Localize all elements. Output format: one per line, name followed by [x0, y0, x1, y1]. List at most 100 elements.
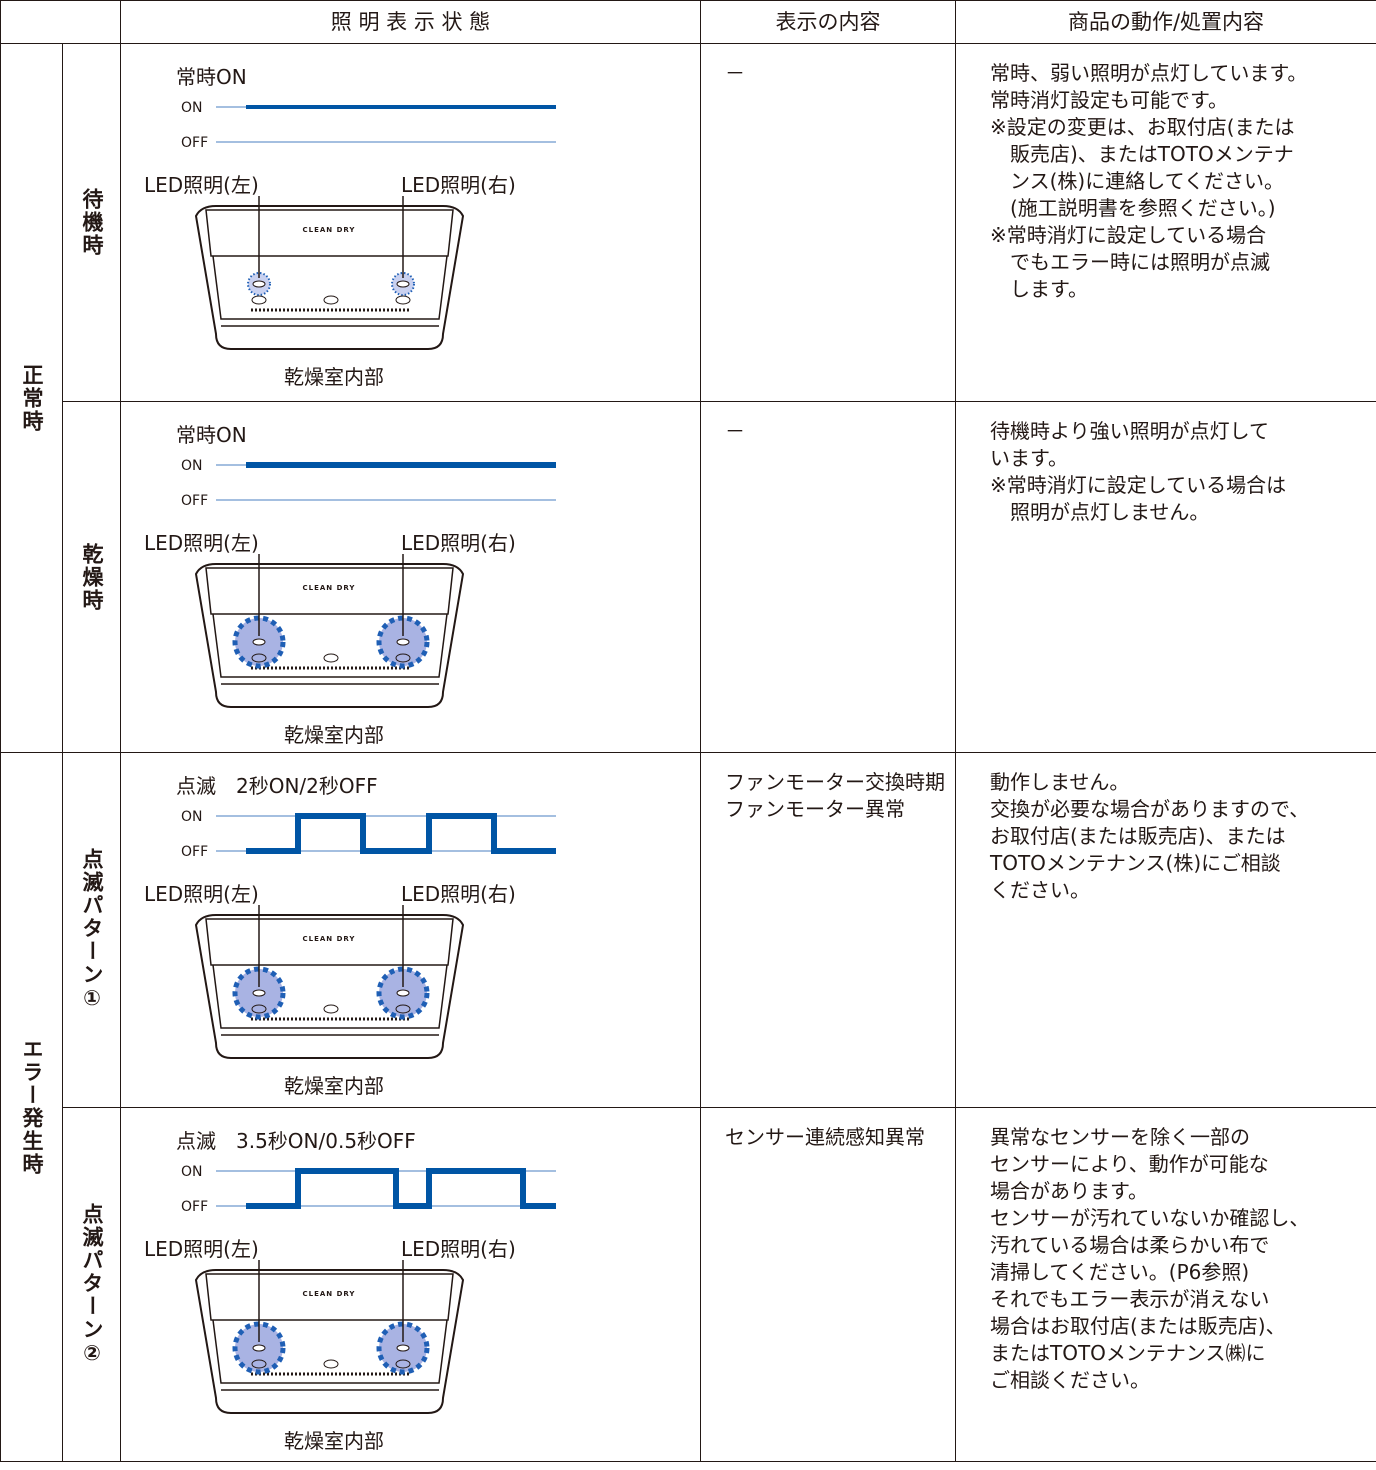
action-line: ※常時消灯に設定している場合 [990, 223, 1267, 247]
led-right-label: LED照明(右) [401, 1237, 516, 1261]
off-label: OFF [181, 1199, 208, 1215]
table-row: 点滅パターン② 点滅 3.5秒ON/0.5秒OFF ON OFF LED照明(左) LED… [1, 1107, 1376, 1462]
action-line: お取付店(または販売店)、または [990, 824, 1286, 848]
device-top [205, 567, 454, 615]
display-line: ファンモーター異常 [725, 797, 905, 821]
action-line: でもエラー時には照明が点滅 [1010, 250, 1270, 274]
display-line: ファンモーター交換時期 [725, 770, 945, 794]
display-cell: － [700, 43, 956, 402]
pattern-title: 常時ON [176, 423, 247, 447]
table-row: 正常時 待機時 常時ON ON OFF LED照明(左) LED照明(右) CLEAN DRY… [0, 43, 1376, 753]
device-outline [194, 563, 465, 708]
led-left-label: LED照明(左) [144, 882, 259, 906]
row-label: 点滅パターン② [80, 1202, 104, 1367]
action-line: またはTOTOメンテナンス㈱に [990, 1341, 1266, 1365]
led [396, 638, 410, 646]
device-inner [212, 613, 448, 678]
pattern-title: 点滅 3.5秒ON/0.5秒OFF [176, 1129, 416, 1153]
off-label: OFF [181, 135, 208, 151]
action-line: 異常なセンサーを除く一部の [990, 1125, 1250, 1149]
caption: 乾燥室内部 [284, 723, 384, 747]
on-label: ON [181, 809, 203, 825]
led-lower [395, 295, 411, 305]
action-line: ※常時消灯に設定している場合は [990, 473, 1287, 497]
group-cell: エラー発生時 [0, 752, 63, 1462]
device-hole [323, 1004, 339, 1014]
led [396, 280, 410, 288]
illustration-cell: 常時ON ON OFF LED照明(左) LED照明(右) CLEAN DRY 乾燥室内部 [120, 401, 701, 753]
action-cell: 常時、弱い照明が点灯しています。 常時消灯設定も可能です。 ※設定の変更は、お取付店… [955, 43, 1376, 402]
caption: 乾燥室内部 [284, 1429, 384, 1453]
led-right-label: LED照明(右) [401, 882, 516, 906]
device-outline [194, 1269, 465, 1414]
row-label: 待機時 [80, 188, 104, 257]
action-cell: 待機時より強い照明が点灯して います。 ※常時消灯に設定している場合は照明が点灯しま… [955, 401, 1376, 753]
led-left-label: LED照明(左) [144, 173, 259, 197]
device-brand: CLEAN DRY [303, 226, 356, 234]
on-label: ON [181, 100, 203, 116]
led-right-label: LED照明(右) [401, 173, 516, 197]
row-label-cell: 点滅パターン② [62, 1107, 121, 1462]
led [252, 989, 266, 997]
action-line: 常時消灯設定も可能です。 [990, 88, 1228, 112]
illustration: 点滅 2秒ON/2秒OFF ON OFF LED照明(左) LED照明(右) CLEAN … [144, 774, 556, 1098]
illustration: 点滅 3.5秒ON/0.5秒OFF ON OFF LED照明(左) LED照明(右) CL… [144, 1129, 556, 1453]
header-blank [0, 0, 121, 44]
action-line: ご相談ください。 [990, 1368, 1150, 1392]
device-top [205, 1273, 454, 1321]
display-cell: ファンモーター交換時期 ファンモーター異常 [700, 752, 956, 1108]
display-line: － [725, 61, 745, 85]
group-cell: 正常時 [0, 43, 63, 753]
row-label-cell: 点滅パターン① [62, 752, 121, 1108]
signal-wave [246, 1168, 556, 1209]
illustration: 常時ON ON OFF LED照明(左) LED照明(右) CLEAN DRY 乾燥室内部 [144, 423, 556, 747]
action-line: 販売店)、またはTOTOメンテナ [1010, 142, 1294, 166]
action-line: (施工説明書を参照ください。) [1010, 196, 1276, 220]
display-line: センサー連続感知異常 [725, 1125, 925, 1149]
device-top [205, 918, 454, 966]
header-cell: 商品の動作/処置内容 [955, 0, 1376, 44]
device-hole [323, 653, 339, 663]
led-lower [395, 1004, 411, 1014]
device-hole [323, 295, 339, 305]
device-inner [212, 255, 448, 320]
illustration-cell: 点滅 3.5秒ON/0.5秒OFF ON OFF LED照明(左) LED照明(右) CL… [120, 1107, 701, 1462]
action-cell: 異常なセンサーを除く一部の センサーにより、動作が可能な 場合があります。 センサーが… [955, 1107, 1376, 1462]
action-cell: 動作しません。 交換が必要な場合がありますので、 お取付店(または販売店)、または T… [955, 752, 1376, 1108]
led-lower [251, 1359, 267, 1369]
row-label: 点滅パターン① [80, 848, 104, 1012]
display-cell: － [700, 401, 956, 753]
action-line: します。 [1010, 277, 1088, 301]
action-line: TOTOメンテナンス(株)にご相談 [990, 851, 1281, 875]
led [252, 638, 266, 646]
action-line: 待機時より強い照明が点灯して [990, 419, 1269, 443]
illustration-cell: 点滅 2秒ON/2秒OFF ON OFF LED照明(左) LED照明(右) CLEAN … [120, 752, 701, 1108]
led [396, 989, 410, 997]
on-label: ON [181, 1164, 203, 1180]
caption: 乾燥室内部 [284, 1074, 384, 1098]
action-line: 照明が点灯しません。 [1010, 500, 1210, 524]
led [252, 1344, 266, 1352]
row-label-cell: 乾燥時 [62, 401, 121, 753]
illustration-cell: 常時ON ON OFF LED照明(左) LED照明(右) CLEAN DRY 乾燥室内部 [120, 43, 701, 402]
row-label-cell: 待機時 [62, 43, 121, 402]
device-inner [212, 964, 448, 1029]
action-line: 交換が必要な場合がありますので、 [990, 797, 1310, 821]
row-label: 乾燥時 [80, 542, 104, 612]
action-line: ンス(株)に連絡してください。 [1010, 169, 1285, 193]
led-lower [395, 1359, 411, 1369]
header-cell: 照 明 表 示 状 態 [120, 0, 701, 44]
action-line: 場合はお取付店(または販売店)、 [990, 1314, 1286, 1338]
device-brand: CLEAN DRY [303, 584, 356, 592]
led-right-label: LED照明(右) [401, 531, 516, 555]
action-line: 場合があります。 [990, 1179, 1148, 1203]
group-label: 正常時 [20, 363, 44, 433]
pattern-title: 点滅 2秒ON/2秒OFF [176, 774, 378, 798]
off-label: OFF [181, 493, 208, 509]
table-row: エラー発生時 点滅パターン① 点滅 2秒ON/2秒OFF ON OFF LED照明(左) L… [0, 752, 1376, 1462]
device-outline [194, 205, 465, 350]
group-label: エラー発生時 [20, 1038, 44, 1176]
pattern-title: 常時ON [176, 65, 247, 89]
action-line: います。 [990, 446, 1068, 470]
on-label: ON [181, 458, 203, 474]
